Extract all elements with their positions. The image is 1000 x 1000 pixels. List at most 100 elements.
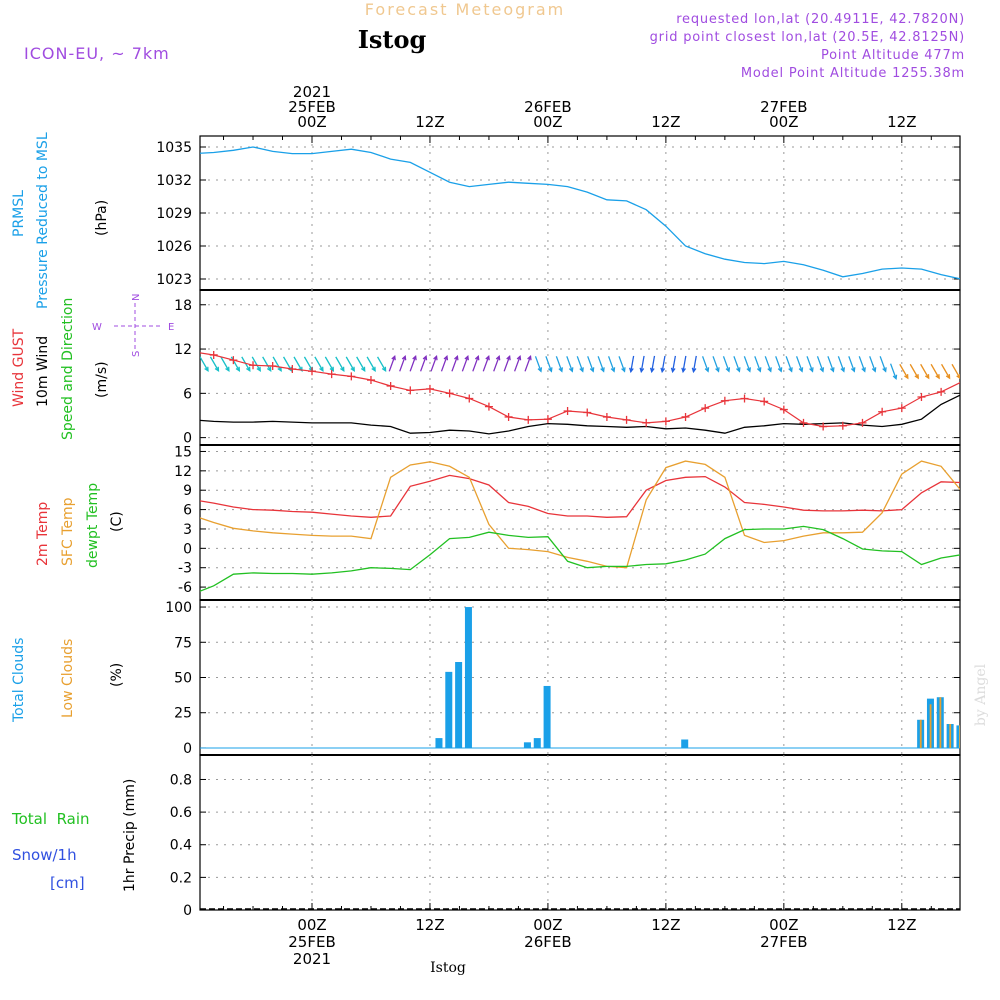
wind-arrow-shaft	[848, 356, 855, 372]
wind-direction-arrow	[869, 356, 877, 373]
compass-n: N	[131, 294, 142, 301]
wind-arrow-head	[924, 374, 930, 380]
wind-gust-marker	[386, 381, 395, 390]
low-clouds-bar	[939, 697, 942, 748]
y-tick-label-precip: 0	[183, 903, 192, 919]
model-label: ICON-EU, ~ 7km	[24, 44, 170, 63]
wind-arrow-head	[340, 366, 345, 372]
wind-arrow-shaft	[209, 356, 220, 372]
total-rain-label: Total Rain	[11, 810, 90, 828]
precip-unit: 1hr Precip (mm)	[122, 779, 138, 892]
total-clouds-bar	[523, 742, 531, 748]
wind-arrow-head	[756, 367, 762, 373]
wind-unit: (m/s)	[94, 361, 110, 398]
wind-arrow-shaft	[775, 356, 782, 372]
wind-arrow-shaft	[419, 356, 427, 372]
grid-lines	[200, 136, 960, 910]
y-tick-label-clouds: 25	[174, 706, 192, 722]
pressure-label-msl: Pressure Reduced to MSL	[35, 132, 51, 309]
y-tick-label-temp: 9	[183, 483, 192, 499]
wind-arrow-shaft	[272, 356, 282, 372]
wind-arrow-head	[350, 366, 355, 372]
x-label-bottom: 2021	[293, 950, 331, 968]
wind-direction-arrow	[816, 356, 825, 373]
wind-arrow-shaft	[555, 356, 563, 372]
wind-arrow-head	[681, 367, 686, 374]
y-tick-label-wind: 6	[183, 386, 192, 402]
wind-arrow-shaft	[314, 356, 324, 372]
wind-direction-arrow	[376, 356, 387, 372]
wind-direction-arrow	[607, 356, 616, 373]
x-label-top: 00Z	[769, 113, 798, 131]
wind-gust-marker	[602, 412, 611, 421]
wind-arrow-head	[639, 367, 645, 374]
wind-arrow-head	[715, 367, 720, 373]
wind-arrow-shaft	[754, 356, 761, 372]
wind-direction-arrow	[272, 356, 282, 372]
wind-gust-marker	[917, 393, 926, 402]
credit-label: by Angel	[973, 663, 989, 726]
temp-2m-line	[200, 474, 960, 518]
wind-arrow-head	[214, 366, 220, 372]
wind-arrow-shaft	[251, 356, 261, 372]
wind-direction-arrow	[366, 356, 376, 372]
y-tick-label-temp: 12	[174, 464, 192, 480]
wind-arrow-head	[256, 366, 261, 372]
wind-arrow-shaft	[513, 356, 521, 372]
wind-gust-marker	[524, 415, 533, 424]
wind-arrow-shaft	[869, 356, 876, 372]
wind-direction-arrow	[670, 355, 677, 374]
wind-arrow-head	[945, 374, 951, 380]
wind-direction-arrow	[419, 354, 428, 372]
wind-arrow-shaft	[909, 363, 919, 379]
wind-direction-arrow	[409, 354, 417, 372]
wind-arrow-shaft	[566, 356, 573, 372]
x-label-bottom: 25FEB	[288, 933, 335, 951]
wind-gust-marker	[209, 350, 218, 359]
wind-direction-arrow	[858, 356, 866, 373]
wind-arrow-head	[589, 367, 595, 373]
wind-arrow-head	[736, 367, 741, 373]
compass-s: S	[131, 351, 142, 357]
x-label-bottom: 12Z	[415, 916, 444, 934]
wind-direction-arrow	[493, 354, 501, 372]
wind-arrow-head	[935, 374, 940, 380]
wind-arrow-head	[277, 366, 282, 372]
wind-arrow-shaft	[200, 356, 209, 372]
wind-arrow-shaft	[682, 355, 687, 372]
wind-direction-arrow	[303, 356, 314, 372]
wind-direction-arrow	[618, 356, 626, 373]
wind-direction-arrow	[482, 354, 490, 372]
y-tick-label-pressure: 1032	[156, 173, 192, 189]
wind-arrow-head	[767, 367, 772, 373]
wind-gust-marker	[720, 396, 729, 405]
wind-arrow-shaft	[701, 356, 709, 372]
wind-arrow-shaft	[764, 356, 772, 372]
wind-direction-arrow	[806, 356, 814, 373]
wind-direction-label: Speed and Direction	[60, 298, 76, 440]
wind-arrow-shaft	[534, 356, 542, 372]
x-label-top: 12Z	[887, 113, 916, 131]
wind-direction-arrow	[920, 363, 930, 380]
x-label-top: 00Z	[533, 113, 562, 131]
wind-direction-arrow	[524, 354, 532, 372]
wind-direction-arrow	[335, 356, 345, 372]
wind-direction-arrow	[324, 356, 335, 372]
wind-direction-arrow	[388, 354, 396, 372]
wind-gust-marker	[308, 367, 316, 376]
wind-arrow-shaft	[409, 356, 417, 372]
wind-direction-arrow	[545, 356, 553, 373]
wind-arrow-head	[464, 354, 469, 361]
wind-direction-arrow	[701, 356, 710, 373]
x-label-top: 25FEB	[288, 98, 335, 116]
wind-direction-arrow	[712, 356, 720, 373]
temp-panel	[199, 444, 961, 601]
low-clouds-bar	[949, 724, 952, 748]
total-clouds-bar	[681, 739, 689, 748]
wind-direction-arrow	[230, 356, 241, 372]
wind-direction-arrow	[795, 356, 804, 373]
wind-direction-arrow	[649, 355, 656, 374]
wind-direction-arrow	[262, 356, 272, 372]
pressure-labels: PRMSL Pressure Reduced to MSL (hPa)	[11, 132, 110, 309]
wind-labels: Wind GUST 10m Wind Speed and Direction (…	[11, 294, 174, 440]
